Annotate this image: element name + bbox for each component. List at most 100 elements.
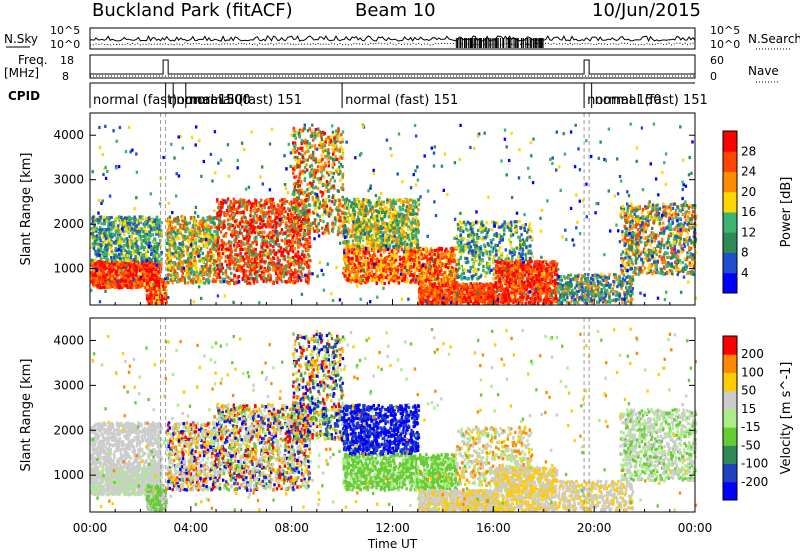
power-cell [146, 278, 149, 282]
power-cell [386, 266, 389, 271]
power-cell [276, 257, 280, 261]
power-cell [183, 222, 186, 226]
power-cell [190, 255, 193, 259]
power-cell [254, 226, 257, 230]
power-cell [218, 258, 221, 262]
power-cell [181, 277, 185, 281]
power-cell [107, 252, 111, 256]
power-cell [288, 269, 291, 273]
power-cell [316, 165, 320, 169]
power-cell [333, 141, 336, 145]
power-cell [171, 260, 174, 265]
power-cell [165, 253, 169, 257]
power-cell [153, 261, 157, 265]
power-cell [305, 255, 308, 259]
power-cell [303, 166, 307, 170]
power-cell [233, 258, 236, 262]
power-cell [322, 140, 326, 144]
power-cell [293, 229, 296, 233]
power-cell [160, 261, 163, 265]
power-cell [133, 218, 136, 222]
power-cell [276, 264, 280, 268]
power-cell [260, 276, 263, 280]
power-cell [145, 235, 149, 239]
power-cell [341, 186, 344, 190]
power-cell [331, 130, 335, 134]
power-cell [206, 259, 209, 263]
power-cell [189, 261, 193, 266]
power-cell [237, 200, 240, 205]
power-cell [223, 213, 226, 217]
power-cell [328, 170, 332, 175]
power-cell [249, 227, 253, 231]
power-cell [114, 271, 117, 275]
power-cell [125, 284, 128, 288]
power-cell [244, 206, 247, 210]
power-cell [309, 155, 313, 159]
power-cell [155, 290, 158, 294]
power-cell [97, 252, 101, 256]
power-cell [205, 241, 208, 245]
power-cell [366, 264, 369, 268]
power-cell [359, 262, 363, 266]
power-cell [298, 151, 301, 156]
power-cell [110, 215, 113, 220]
power-cell [341, 195, 344, 199]
power-cell [302, 225, 305, 229]
power-cell [168, 220, 171, 224]
power-cell [168, 261, 171, 265]
power-cell [195, 261, 198, 266]
power-cell [240, 200, 243, 204]
power-cell [324, 208, 327, 212]
power-cell [225, 208, 229, 212]
power-cell [155, 242, 159, 246]
cpid-text: normal (fast) [93, 93, 177, 108]
power-cell [111, 220, 114, 224]
power-cell [266, 266, 270, 270]
power-cell [296, 155, 299, 160]
power-cell [129, 276, 133, 280]
power-cell [317, 199, 320, 203]
power-cell [217, 252, 220, 256]
power-cell [169, 263, 172, 267]
power-cell [258, 258, 262, 262]
power-cell [179, 248, 183, 252]
power-cell [276, 274, 280, 278]
power-cell [115, 226, 118, 230]
power-cell [228, 245, 231, 249]
power-cell [293, 247, 296, 251]
power-cell [292, 171, 295, 175]
power-cell [332, 152, 335, 156]
power-cell [302, 220, 305, 225]
power-cell [262, 210, 265, 214]
power-cell [297, 250, 300, 254]
power-cell [243, 221, 246, 225]
power-cell [263, 253, 266, 257]
power-cell [96, 263, 99, 267]
power-cell [229, 278, 233, 282]
power-cell [262, 243, 265, 247]
power-cell [223, 223, 226, 228]
power-cell [202, 226, 205, 230]
power-cell [199, 270, 203, 274]
power-cell [136, 252, 139, 256]
power-cell [214, 279, 217, 284]
power-cell [321, 149, 325, 153]
power-cell [259, 222, 262, 226]
power-cell [150, 298, 153, 302]
power-cell [274, 240, 278, 244]
power-cell [298, 188, 301, 192]
power-cell [229, 200, 232, 204]
power-cell [425, 246, 428, 250]
power-cell [305, 144, 308, 148]
power-cell [92, 284, 96, 288]
power-cell [335, 170, 338, 174]
power-cell [211, 245, 214, 249]
power-cell [120, 265, 123, 269]
power-cell [240, 244, 243, 248]
power-cell [301, 212, 305, 216]
power-cell [281, 201, 284, 205]
power-cell [156, 243, 160, 247]
power-cell [332, 162, 336, 166]
power-cell [288, 280, 291, 284]
